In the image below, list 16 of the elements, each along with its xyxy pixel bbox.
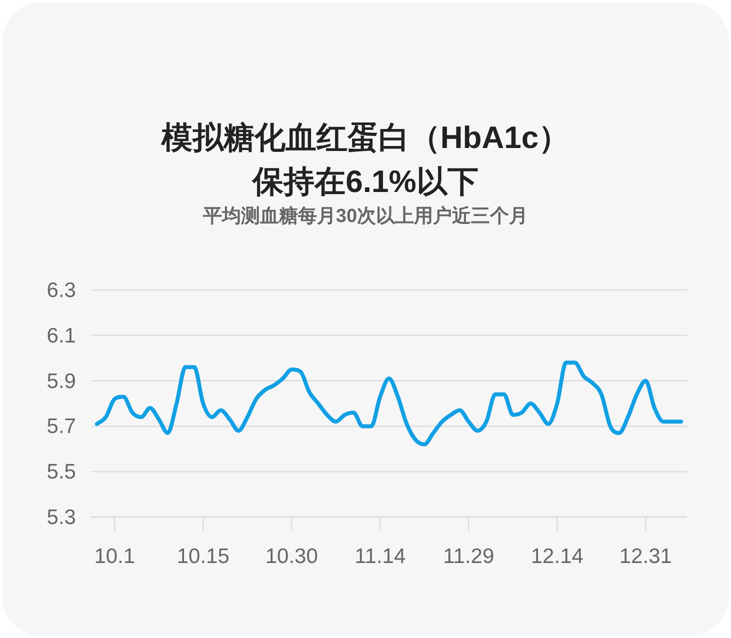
y-tick-label: 6.3 xyxy=(46,279,76,302)
chart-title: 模拟糖化血红蛋白（HbA1c）保持在6.1%以下 xyxy=(160,120,570,199)
y-tick-label: 5.5 xyxy=(46,460,76,484)
y-tick-label: 6.1 xyxy=(46,324,76,348)
y-tick-label: 5.9 xyxy=(46,370,76,393)
y-tick-label: 5.3 xyxy=(46,506,76,529)
x-tick-label: 12.14 xyxy=(530,545,584,568)
x-tick-label: 10.30 xyxy=(265,545,318,568)
x-tick-label: 12.31 xyxy=(619,545,672,568)
x-tick-label: 11.29 xyxy=(443,545,494,568)
y-tick-label: 5.7 xyxy=(46,415,76,438)
x-tick-label: 10.1 xyxy=(94,545,136,568)
chart-subtitle: 平均测血糖每月30次以上用户近三个月 xyxy=(202,205,528,227)
line-series xyxy=(94,360,684,446)
x-tick-label: 10.15 xyxy=(176,545,230,568)
x-tick-label: 11.14 xyxy=(354,545,406,568)
